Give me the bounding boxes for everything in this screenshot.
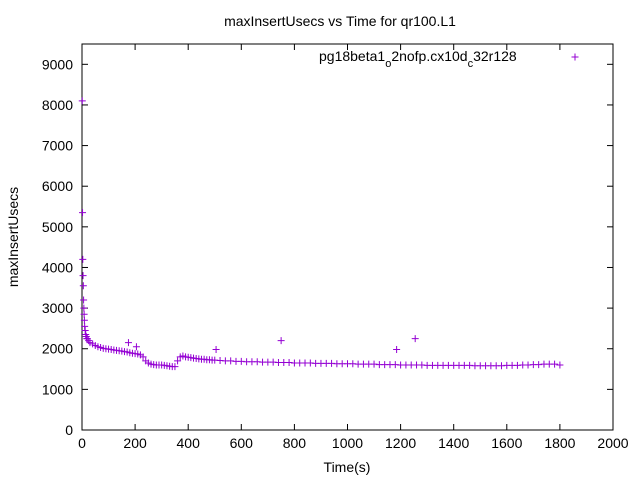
data-point bbox=[124, 339, 132, 347]
data-point bbox=[79, 255, 87, 263]
x-tick-label: 1600 bbox=[491, 435, 522, 451]
y-tick-label: 8000 bbox=[42, 97, 73, 113]
x-tick-label: 800 bbox=[283, 435, 307, 451]
legend-label-part: 2nofp.cx10d bbox=[391, 48, 467, 64]
y-tick-label: 6000 bbox=[42, 178, 73, 194]
x-tick-label: 1800 bbox=[544, 435, 575, 451]
data-point bbox=[551, 360, 559, 368]
data-point bbox=[78, 97, 86, 105]
data-point bbox=[79, 272, 87, 280]
data-point bbox=[80, 316, 88, 324]
x-tick-label: 400 bbox=[177, 435, 201, 451]
y-tick-label: 1000 bbox=[42, 381, 73, 397]
data-point bbox=[411, 335, 419, 343]
data-point bbox=[556, 361, 564, 369]
y-tick-label: 4000 bbox=[42, 259, 73, 275]
x-axis: 0 200 400 600 800 1000 1200 1400 1600 1800 2000 bbox=[78, 44, 629, 451]
plot-area-border bbox=[81, 43, 614, 431]
y-tick-label: 2000 bbox=[42, 341, 73, 357]
data-point bbox=[81, 326, 89, 334]
legend-label-part: 32r128 bbox=[473, 48, 517, 64]
data-point bbox=[79, 282, 87, 290]
chart-title: maxInsertUsecs vs Time for qr100.L1 bbox=[224, 13, 456, 29]
data-point bbox=[393, 346, 401, 354]
legend-label-part: pg18beta1 bbox=[319, 48, 385, 64]
y-tick-label: 3000 bbox=[42, 300, 73, 316]
data-point bbox=[81, 322, 89, 330]
legend: pg18beta1o2nofp.cx10dc32r128 bbox=[319, 48, 579, 70]
legend-label-subscript: c bbox=[468, 58, 474, 70]
data-point bbox=[212, 346, 220, 354]
y-axis: 0 1000 2000 3000 4000 5000 6000 7000 8000 9000 bbox=[42, 56, 613, 438]
x-tick-label: 1000 bbox=[332, 435, 363, 451]
y-tick-label: 0 bbox=[65, 422, 73, 438]
data-point bbox=[80, 310, 88, 318]
x-tick-label: 1400 bbox=[438, 435, 469, 451]
legend-marker bbox=[571, 53, 579, 61]
y-tick-label: 9000 bbox=[42, 56, 73, 72]
data-point bbox=[80, 304, 88, 312]
y-tick-label: 5000 bbox=[42, 219, 73, 235]
data-point bbox=[139, 353, 147, 361]
data-point bbox=[132, 343, 140, 351]
data-points bbox=[78, 97, 564, 371]
y-tick-label: 7000 bbox=[42, 138, 73, 154]
x-tick-label: 2000 bbox=[597, 435, 628, 451]
x-tick-label: 200 bbox=[123, 435, 147, 451]
data-point bbox=[79, 209, 87, 217]
y-axis-label: maxInsertUsecs bbox=[5, 187, 21, 287]
data-point bbox=[174, 357, 182, 365]
data-point bbox=[80, 296, 88, 304]
legend-label-subscript: o bbox=[385, 58, 391, 70]
x-tick-label: 1200 bbox=[385, 435, 416, 451]
data-point bbox=[171, 363, 179, 371]
x-tick-label: 0 bbox=[78, 435, 86, 451]
legend-label: pg18beta1o2nofp.cx10dc32r128 bbox=[319, 48, 517, 70]
x-axis-label: Time(s) bbox=[324, 459, 371, 475]
data-point bbox=[277, 337, 285, 345]
x-tick-label: 600 bbox=[230, 435, 254, 451]
